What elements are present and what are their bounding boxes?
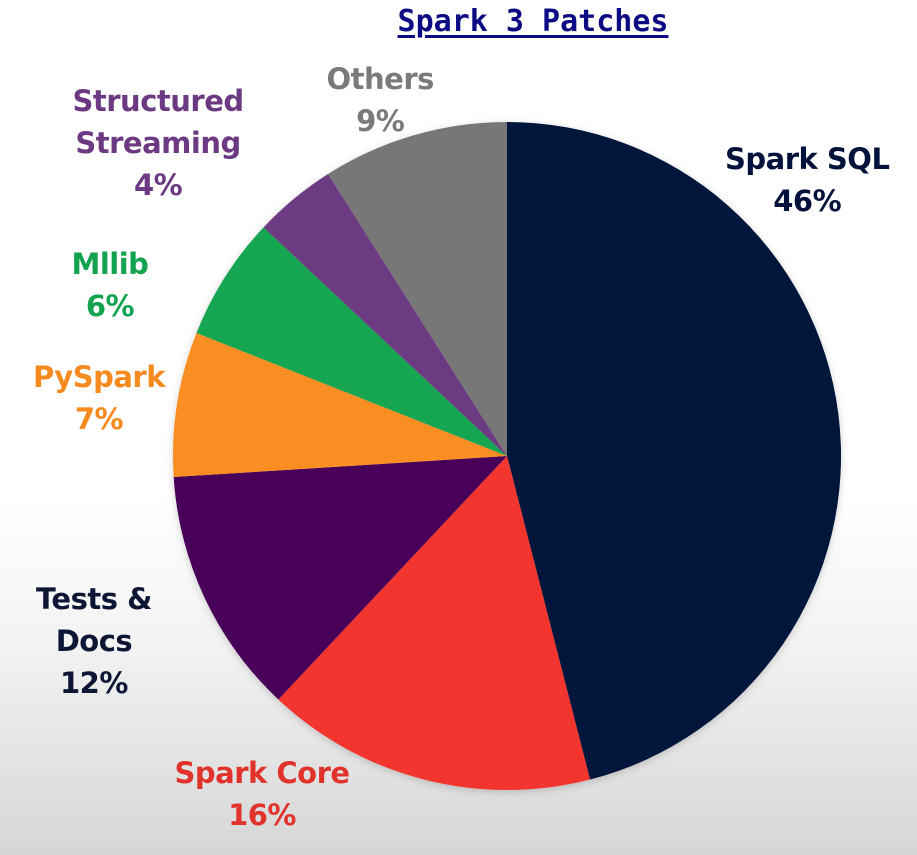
slice-label-text: Mllib bbox=[71, 247, 149, 281]
slice-label-text: PySpark bbox=[33, 360, 166, 394]
chart-title: Spark 3 Patches bbox=[397, 4, 669, 39]
pie-slice-spark-core bbox=[278, 456, 591, 791]
slice-label-spark-sql: Spark SQL 46% bbox=[725, 138, 890, 222]
slice-percent: 9% bbox=[356, 104, 405, 138]
slice-label-others: Others 9% bbox=[326, 58, 435, 142]
slice-label-tests-docs: Tests & Docs 12% bbox=[36, 578, 152, 704]
slice-percent: 46% bbox=[773, 184, 842, 218]
slice-label-pyspark: PySpark 7% bbox=[33, 356, 166, 440]
pie-slice-tests-docs bbox=[173, 456, 507, 700]
slice-percent: 12% bbox=[59, 666, 128, 700]
slice-label-mllib: Mllib 6% bbox=[72, 243, 149, 327]
slice-label-text: Spark Core bbox=[174, 756, 351, 790]
slice-label-structured-streaming: Structured Streaming 4% bbox=[72, 80, 245, 206]
slice-label-text: Tests & bbox=[36, 582, 152, 616]
pie-slice-structured-streaming bbox=[263, 173, 507, 457]
slice-percent: 7% bbox=[74, 402, 124, 436]
slice-label-spark-core: Spark Core 16% bbox=[174, 752, 351, 836]
slice-label-text: Spark SQL bbox=[725, 142, 890, 176]
slice-label-text: Streaming bbox=[75, 126, 241, 160]
slice-label-text: Docs bbox=[55, 624, 133, 658]
pie-slice-spark-sql bbox=[507, 122, 842, 780]
slice-label-text: Others bbox=[326, 62, 435, 96]
slice-percent: 16% bbox=[228, 798, 296, 832]
slice-percent: 4% bbox=[133, 168, 183, 202]
slice-label-text: Structured bbox=[72, 84, 245, 118]
slice-percent: 6% bbox=[85, 289, 135, 323]
pie-slice-others bbox=[328, 122, 507, 456]
pie-slice-mllib bbox=[196, 227, 507, 456]
pie-slice-pyspark bbox=[173, 333, 508, 477]
